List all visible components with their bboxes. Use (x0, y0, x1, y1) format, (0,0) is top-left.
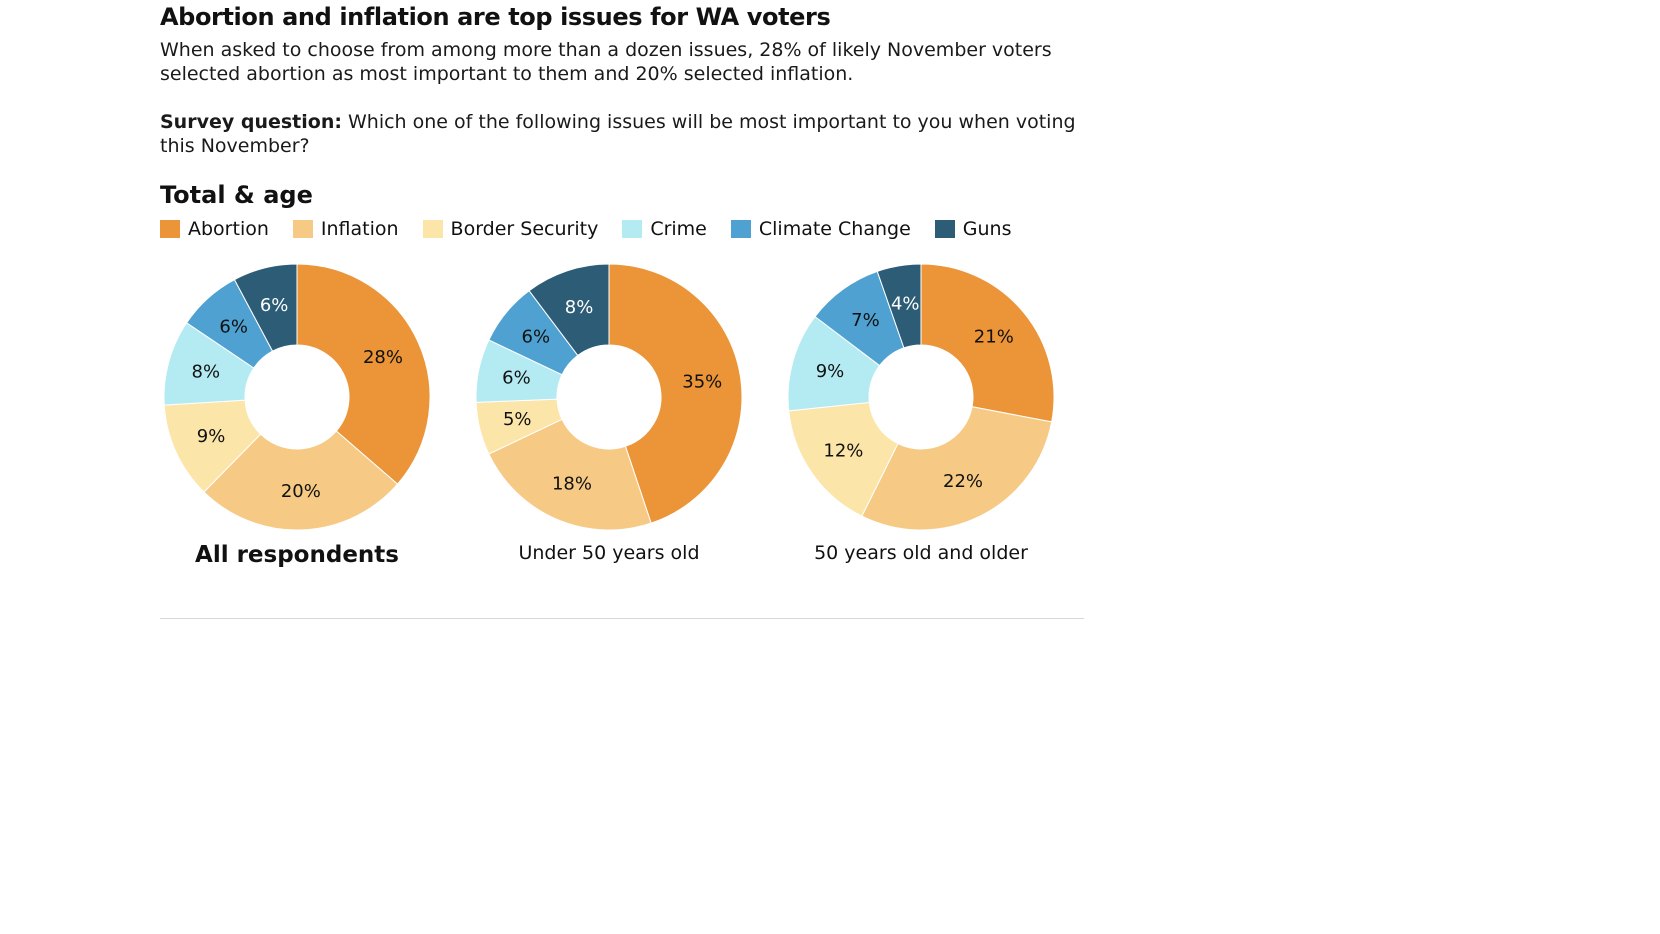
donut-chart-3: 21% 22% 12% 9% 7% 4% 50 years old and older (784, 260, 1058, 564)
slice-label: 4% (891, 293, 920, 314)
chart-intro: When asked to choose from among more tha… (160, 39, 1052, 85)
legend-swatch (422, 220, 443, 238)
donut-svg: 35% 18% 5% 6% 6% 8% (475, 263, 743, 531)
slice-abortion (608, 263, 743, 524)
slice-label: 12% (823, 440, 863, 461)
legend-label: Climate Change (758, 218, 911, 240)
donut-caption: 50 years old and older (814, 542, 1028, 564)
slice-border-security (788, 401, 899, 517)
legend-label: Border Security (450, 218, 599, 240)
legend-item-climate-change: Climate Change (730, 218, 911, 240)
slice-label: 20% (281, 481, 321, 502)
legend-item-inflation: Inflation (292, 218, 399, 240)
slice-label: 6% (219, 316, 248, 337)
legend-swatch (934, 220, 955, 238)
slice-label: 35% (682, 371, 722, 392)
slice-label: 6% (522, 327, 551, 348)
slice-guns (528, 263, 610, 357)
slice-abortion (296, 263, 431, 485)
section-title: Total & age (160, 181, 313, 209)
slice-guns (876, 263, 922, 349)
legend-swatch (292, 220, 313, 238)
survey-question-label: Survey question: (160, 111, 342, 133)
donut-svg: 28% 20% 9% 8% 6% 6% (163, 263, 431, 531)
slice-label: 6% (260, 295, 289, 316)
legend-item-guns: Guns (934, 218, 1012, 240)
legend-label: Guns (962, 218, 1012, 240)
donut-chart-1: 28% 20% 9% 8% 6% 6% All respondents (160, 260, 434, 568)
legend-label: Abortion (188, 218, 269, 240)
legend-item-border-security: Border Security (422, 218, 599, 240)
slice-label: 9% (197, 426, 226, 447)
slice-inflation (488, 418, 652, 531)
slice-guns (233, 263, 298, 352)
legend: Abortion Inflation Border Security Crime Cli… (160, 216, 1084, 242)
legend-swatch (622, 220, 643, 238)
slice-inflation (861, 406, 1053, 531)
slice-label: 6% (502, 368, 531, 389)
slice-label: 8% (192, 362, 221, 383)
legend-item-abortion: Abortion (160, 218, 269, 240)
legend-label: Crime (650, 218, 707, 240)
survey-question: Survey question: Which one of the follow… (160, 110, 1084, 158)
donut-charts: 28% 20% 9% 8% 6% 6% All respondents 35% 18% 5% 6% 6… (160, 260, 1084, 568)
donut-caption: Under 50 years old (518, 542, 700, 564)
slice-inflation (203, 430, 399, 531)
slice-abortion (920, 263, 1055, 423)
chart-container: Abortion and inflation are top issues fo… (160, 0, 1084, 619)
survey-question-text: Which one of the following issues will b… (160, 111, 1076, 157)
slice-label: 9% (816, 361, 845, 382)
chart-title: Abortion and inflation are top issues fo… (160, 3, 831, 31)
donut-chart-2: 35% 18% 5% 6% 6% 8% Under 50 years old (472, 260, 746, 564)
legend-label: Inflation (320, 218, 399, 240)
legend-item-crime: Crime (622, 218, 707, 240)
donut-svg: 21% 22% 12% 9% 7% 4% (787, 263, 1055, 531)
slice-label: 18% (552, 473, 592, 494)
legend-swatch (730, 220, 751, 238)
legend-swatch (160, 220, 180, 238)
donut-caption: All respondents (195, 542, 399, 568)
slice-label: 22% (943, 471, 983, 492)
slice-label: 7% (851, 310, 880, 331)
slice-label: 5% (503, 409, 532, 430)
bottom-divider (160, 618, 1084, 619)
slice-label: 28% (363, 347, 403, 368)
slice-label: 8% (565, 297, 594, 318)
slice-label: 21% (974, 326, 1014, 347)
